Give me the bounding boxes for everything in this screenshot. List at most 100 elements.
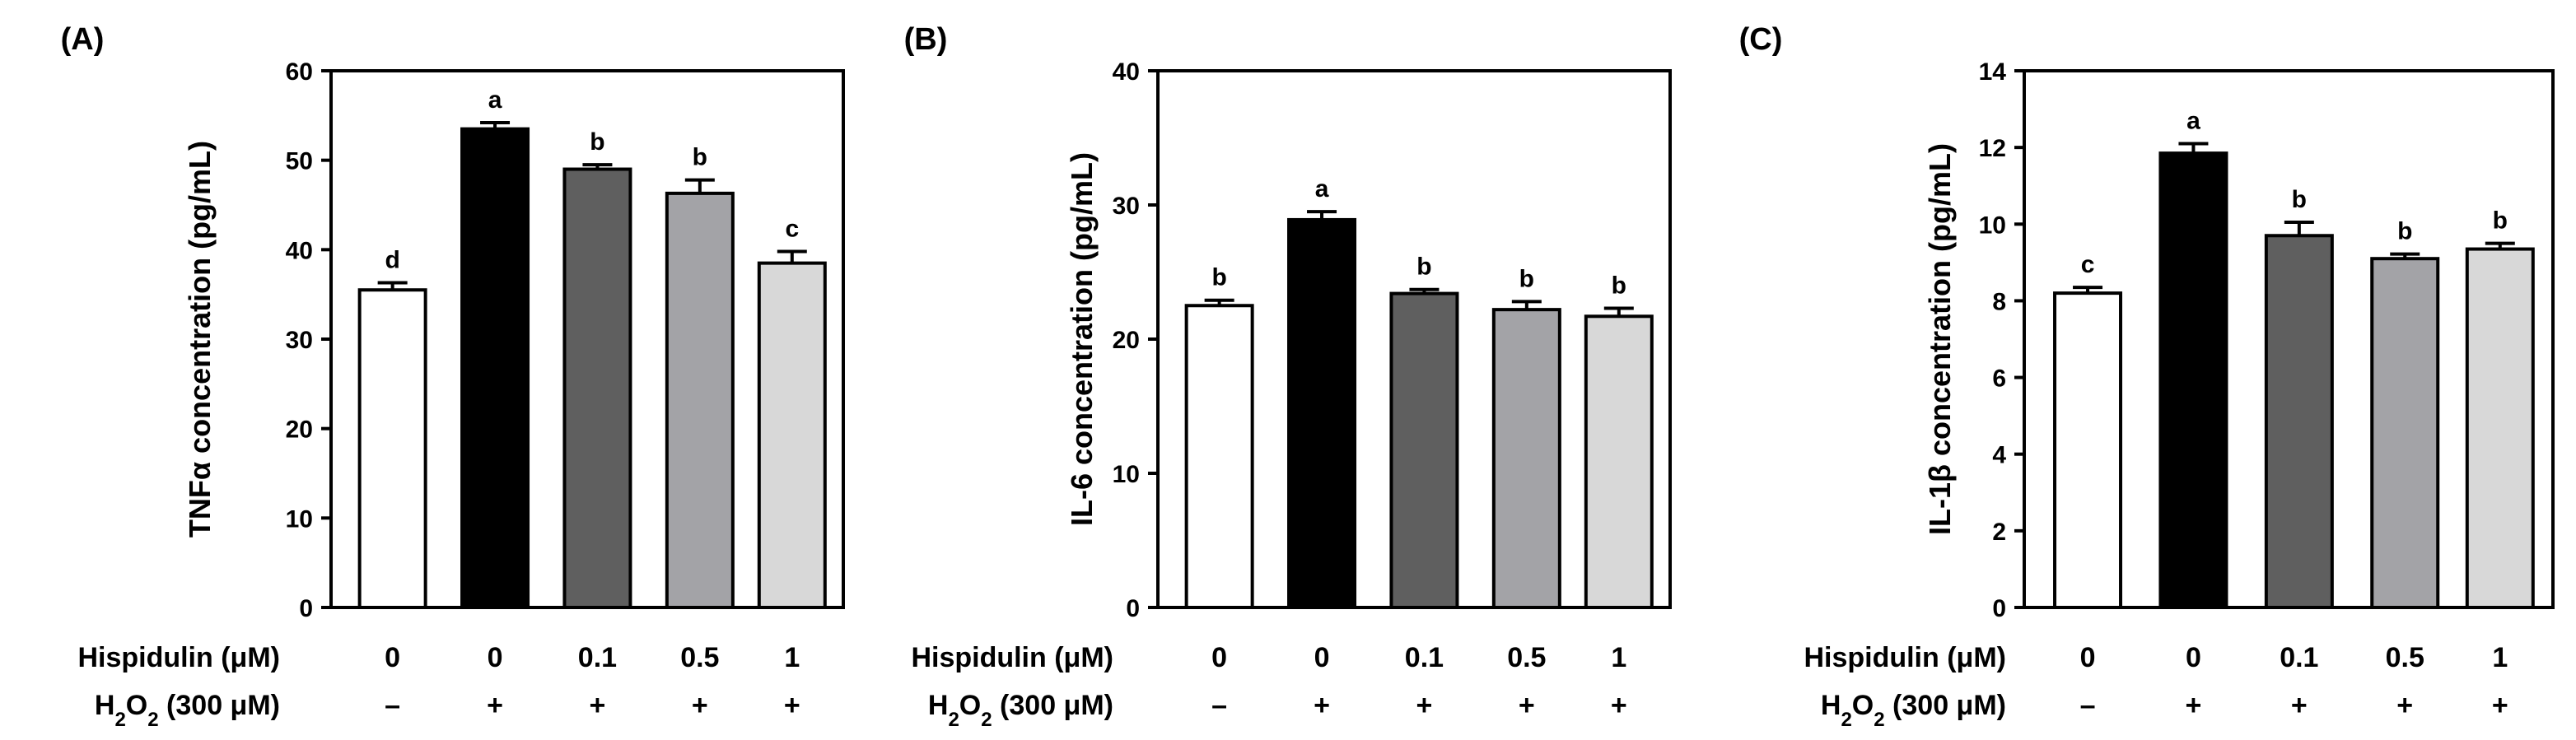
bar [2370,257,2440,609]
y-tick-label: 0 [1992,595,2006,622]
hispidulin-value: 0.5 [2386,642,2424,673]
y-tick-label: 30 [286,327,313,354]
y-tick-label: 50 [286,148,313,175]
hispidulin-value: 1 [1611,642,1626,673]
hispidulin-row-label: Hispidulin (μM) [1804,642,2006,673]
y-tick-label: 4 [1992,442,2006,469]
y-tick-label: 10 [286,505,313,533]
significance-letter: a [2186,107,2200,134]
significance-letter: d [385,247,399,274]
hispidulin-value: 0 [385,642,400,673]
significance-letter: c [785,216,799,243]
significance-letter: a [1315,175,1329,202]
h2o2-value: – [385,690,400,721]
bar [1287,217,1357,609]
h2o2-label-part: (300 μM) [159,690,280,721]
hispidulin-row-label: Hispidulin (μM) [77,642,280,673]
h2o2-label-part: O [126,690,147,721]
hispidulin-value: 1 [784,642,800,673]
h2o2-label-part: H [928,690,949,721]
hispidulin-value: 0 [1211,642,1227,673]
h2o2-label-part: (300 μM) [1885,690,2006,721]
h2o2-subscript: 2 [114,709,125,731]
panel-label: (A) [61,22,105,57]
h2o2-value: + [1519,690,1535,721]
hispidulin-value: 0.1 [1405,642,1444,673]
h2o2-value: + [1611,690,1627,721]
panel-label: (B) [904,22,948,57]
significance-letter: b [2292,186,2307,213]
hispidulin-value: 1 [2492,642,2508,673]
y-tick-label: 0 [299,595,313,622]
h2o2-subscript: 2 [147,709,158,731]
y-axis-title: IL-1β concentration (pg/mL) [1923,143,1957,535]
significance-letter: b [693,144,707,171]
h2o2-subscript: 2 [1841,709,1851,731]
hispidulin-value: 0.1 [2280,642,2318,673]
y-tick-label: 10 [1113,461,1140,488]
h2o2-value: + [2291,690,2308,721]
bar [2264,234,2334,609]
h2o2-value: + [590,690,606,721]
h2o2-subscript: 2 [948,709,959,731]
h2o2-row-label: H2O2 (300 μM) [1821,690,2006,731]
significance-letter: a [488,86,502,114]
significance-letter: b [1211,264,1226,291]
hispidulin-value: 0 [2080,642,2096,673]
h2o2-label-part: O [1852,690,1874,721]
y-tick-label: 30 [1113,193,1140,220]
significance-letter: b [590,128,604,156]
significance-letter: b [1519,265,1534,292]
h2o2-subscript: 2 [981,709,992,731]
y-tick-label: 12 [1979,135,2006,162]
panel-label: (C) [1739,22,1783,57]
h2o2-value: + [1416,690,1433,721]
bar [1389,291,1459,609]
h2o2-value: + [2396,690,2413,721]
y-tick-label: 0 [1126,595,1140,622]
significance-letter: b [1416,254,1431,281]
y-tick-label: 14 [1979,58,2007,86]
h2o2-value: + [692,690,708,721]
bar [2465,247,2535,609]
bar [665,191,735,610]
bar [357,288,427,609]
h2o2-label-part: H [1821,690,1841,721]
h2o2-label-part: O [959,690,981,721]
bar [757,261,827,609]
y-axis-title: IL-6 concentration (pg/mL) [1065,152,1099,526]
y-tick-label: 2 [1992,519,2006,546]
y-tick-label: 6 [1992,365,2006,393]
bar [1584,314,1654,609]
significance-letter: b [2397,218,2412,245]
hispidulin-value: 0 [488,642,503,673]
bar [562,167,632,610]
hispidulin-value: 0 [2186,642,2201,673]
hispidulin-value: 0 [1314,642,1330,673]
significance-letter: c [2081,251,2095,278]
y-tick-label: 60 [286,58,313,86]
y-tick-label: 8 [1992,288,2006,315]
y-tick-label: 40 [286,237,313,264]
h2o2-label-part: (300 μM) [992,690,1113,721]
hispidulin-row-label: Hispidulin (μM) [911,642,1113,673]
bar [460,127,530,609]
h2o2-value: – [2080,690,2096,721]
h2o2-label-part: H [95,690,115,721]
y-tick-label: 10 [1979,212,2006,239]
h2o2-value: + [2186,690,2202,721]
significance-letter: b [2493,207,2508,235]
h2o2-row-label: H2O2 (300 μM) [928,690,1113,731]
bar [1184,304,1254,609]
hispidulin-value: 0.1 [578,642,617,673]
hispidulin-value: 0.5 [680,642,719,673]
significance-letter: b [1612,272,1626,300]
h2o2-subscript: 2 [1874,709,1884,731]
h2o2-value: + [487,690,503,721]
y-axis-title: TNFα concentration (pg/mL) [183,141,217,538]
